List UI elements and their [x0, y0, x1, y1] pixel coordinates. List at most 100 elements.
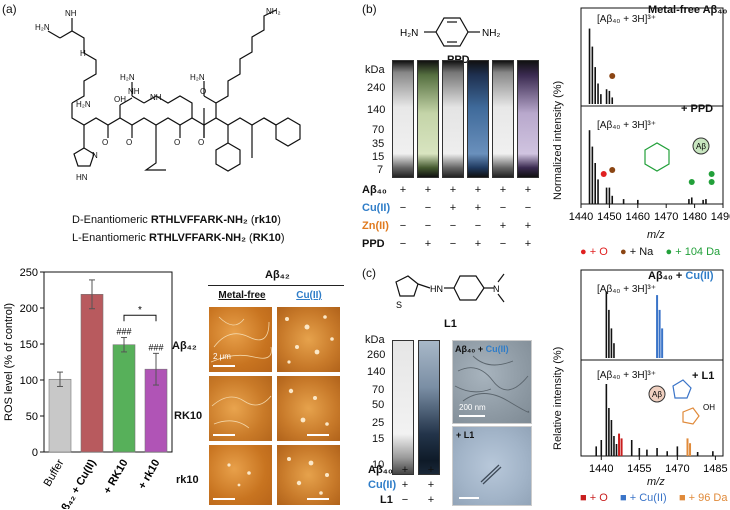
- ms-c-abeta-bubble: [648, 385, 666, 403]
- l1-structure-drawing: S HN N: [395, 273, 505, 310]
- tem-label-cu-part: Cu(II): [485, 344, 509, 354]
- grid-cell: +: [524, 184, 532, 196]
- grid-cell: −: [499, 238, 507, 250]
- svg-text:N: N: [493, 284, 500, 294]
- x-tick-label: + RK10: [101, 458, 130, 497]
- svg-text:OH: OH: [114, 95, 126, 104]
- svg-text:NH: NH: [150, 93, 162, 102]
- gel-c-marker-50: 50: [372, 399, 385, 411]
- svg-text:H₂N: H₂N: [400, 28, 418, 39]
- l-paren-open: (: [246, 232, 253, 244]
- ms-b-ylabel: Normalized intensity (%): [552, 80, 564, 200]
- gel-c-marker-140: 140: [367, 366, 386, 378]
- ms-c-thiophene-ring: [682, 407, 700, 425]
- ms-b-x-tick-label: 1480: [682, 211, 706, 223]
- d-enantiomer-sequence: RTHLVFFARK-NH₂: [150, 214, 248, 226]
- significance-bracket: [123, 314, 157, 322]
- gel-b-lane-4: [467, 60, 489, 178]
- ms-c-oh-label: OH: [703, 403, 715, 412]
- legend-b-104-marker: ●: [665, 246, 673, 258]
- grid-cell: −: [524, 202, 532, 214]
- l-enantiomer-prefix: L-Enantiomeric: [72, 232, 150, 244]
- grid-cell: −: [474, 220, 482, 232]
- gel-b-marker-7: 7: [377, 164, 384, 176]
- bar: [48, 378, 72, 453]
- gel-c-lane-2: [418, 340, 440, 475]
- l-paren-close: ): [280, 232, 285, 244]
- ms-c-imidazole-ring: [672, 379, 692, 399]
- tem-image-l1: + L1: [452, 426, 532, 506]
- svg-text:O: O: [200, 87, 206, 96]
- grid-cell: −: [424, 220, 432, 232]
- gel-b-marker-70: 70: [372, 124, 385, 136]
- gel-c-lane-1: [392, 340, 414, 475]
- ros-bar-chart: 0 50 100 150 200 250 ROS level (% of control) B…: [3, 267, 173, 509]
- ms-b-x-tick-label: 1450: [597, 211, 621, 223]
- y-tick-label: 50: [26, 411, 38, 423]
- afm-scale-bar-3: [307, 434, 329, 436]
- legend-c-96-text: + 96 Da: [688, 492, 728, 504]
- grid-cell: +: [499, 220, 507, 232]
- grid-cell: −: [399, 202, 407, 214]
- ms-b-ion-bottom: [Aβ₄₀ + 3H]³⁺: [597, 120, 656, 131]
- ms-c-legend: ■ + O ■ + Cu(II) ■ + 96 Da: [580, 492, 728, 504]
- significance-mark: ###: [116, 327, 131, 337]
- ms-b-o-marker: [600, 171, 607, 177]
- gel-c-marker-25: 25: [372, 417, 385, 429]
- grid-cell: +: [399, 184, 407, 196]
- y-tick-label: 100: [20, 375, 38, 387]
- afm-scale-bar: [213, 365, 235, 367]
- ms-b-na-marker: [609, 167, 616, 173]
- gel-c-row-cu: Cu(II): [368, 479, 397, 491]
- legend-c-o-marker: ■: [580, 492, 587, 504]
- grid-cell: +: [449, 184, 457, 196]
- rk10-structure-drawing: H₂N NH H H₂N OH O O O O HN N NH₂ H₂N O H…: [35, 8, 301, 182]
- tem-label-abeta-cu: Aβ₄₀ + Cu(II): [455, 344, 509, 354]
- grid-cell: −: [399, 220, 407, 232]
- gel-c-condition-grid: + + + + − +: [398, 464, 438, 508]
- ms-b-ion-top: [Aβ₄₀ + 3H]³⁺: [597, 14, 656, 25]
- legend-c-cu-text: + Cu(II): [629, 492, 667, 504]
- afm-scale-bar-5: [307, 498, 329, 500]
- ms-c-plus-l1: + L1: [692, 370, 715, 382]
- afm-row-rk10-lower: rk10: [176, 474, 199, 486]
- tem-label-l1: + L1: [456, 430, 475, 440]
- legend-b-na-text: + Na: [629, 246, 654, 258]
- significance-mark: ###: [148, 342, 163, 352]
- ms-spectrum-c: 1440 1455 1470 1485 Aβ OH: [580, 269, 728, 475]
- gel-b-row-abeta40: Aβ₄₀: [362, 184, 387, 196]
- ms-c-x-tick-label: 1470: [665, 463, 689, 475]
- ms-c-abeta-label: Aβ: [652, 390, 662, 399]
- ms-b-xlabel: m/z: [647, 229, 665, 241]
- bar: [112, 344, 136, 453]
- svg-text:H₂N: H₂N: [120, 73, 135, 82]
- ms-b-x-tick-label: 1470: [654, 211, 678, 223]
- legend-c-96-marker: ■: [678, 492, 686, 504]
- svg-text:O: O: [102, 138, 108, 147]
- afm-image-rk10-lower-metal-free: [208, 444, 273, 506]
- ms-c-title-cu: Cu(II): [685, 270, 714, 282]
- afm-row-rk10-upper: RK10: [174, 410, 203, 422]
- ms-b-x-tick-label: 1460: [626, 211, 650, 223]
- tem-scale-label: 200 nm: [459, 403, 486, 412]
- afm-image-abeta-cu: [276, 306, 341, 373]
- panel-b-label: (b): [362, 2, 377, 16]
- svg-text:H₂N: H₂N: [35, 23, 50, 32]
- svg-text:NH₂: NH₂: [266, 8, 281, 16]
- x-tick-label: + rk10: [136, 458, 162, 492]
- afm-scale-bar-2: [213, 434, 235, 436]
- afm-image-abeta-metal-free: 2 μm: [208, 306, 273, 373]
- ms-b-na-marker: [609, 73, 616, 79]
- svg-text:HN: HN: [430, 284, 443, 294]
- gel-c-kda-label: kDa: [365, 334, 385, 346]
- afm-scale-bar-4: [213, 498, 235, 500]
- ms-c-title: Aβ₄₀ + Cu(II): [648, 270, 714, 282]
- ms-b-abeta-label: Aβ: [696, 142, 706, 151]
- tem-image-abeta-cu: Aβ₄₀ + Cu(II) 200 nm: [452, 340, 532, 424]
- ppd-structure-drawing: H₂N NH₂: [400, 17, 500, 47]
- ms-c-thiophene-structure: [682, 407, 700, 425]
- gel-b-lane-2: [417, 60, 439, 178]
- y-tick-label: 0: [32, 447, 38, 459]
- afm-image-rk10-cu: [276, 375, 341, 442]
- tem-scale-bar: [459, 415, 485, 417]
